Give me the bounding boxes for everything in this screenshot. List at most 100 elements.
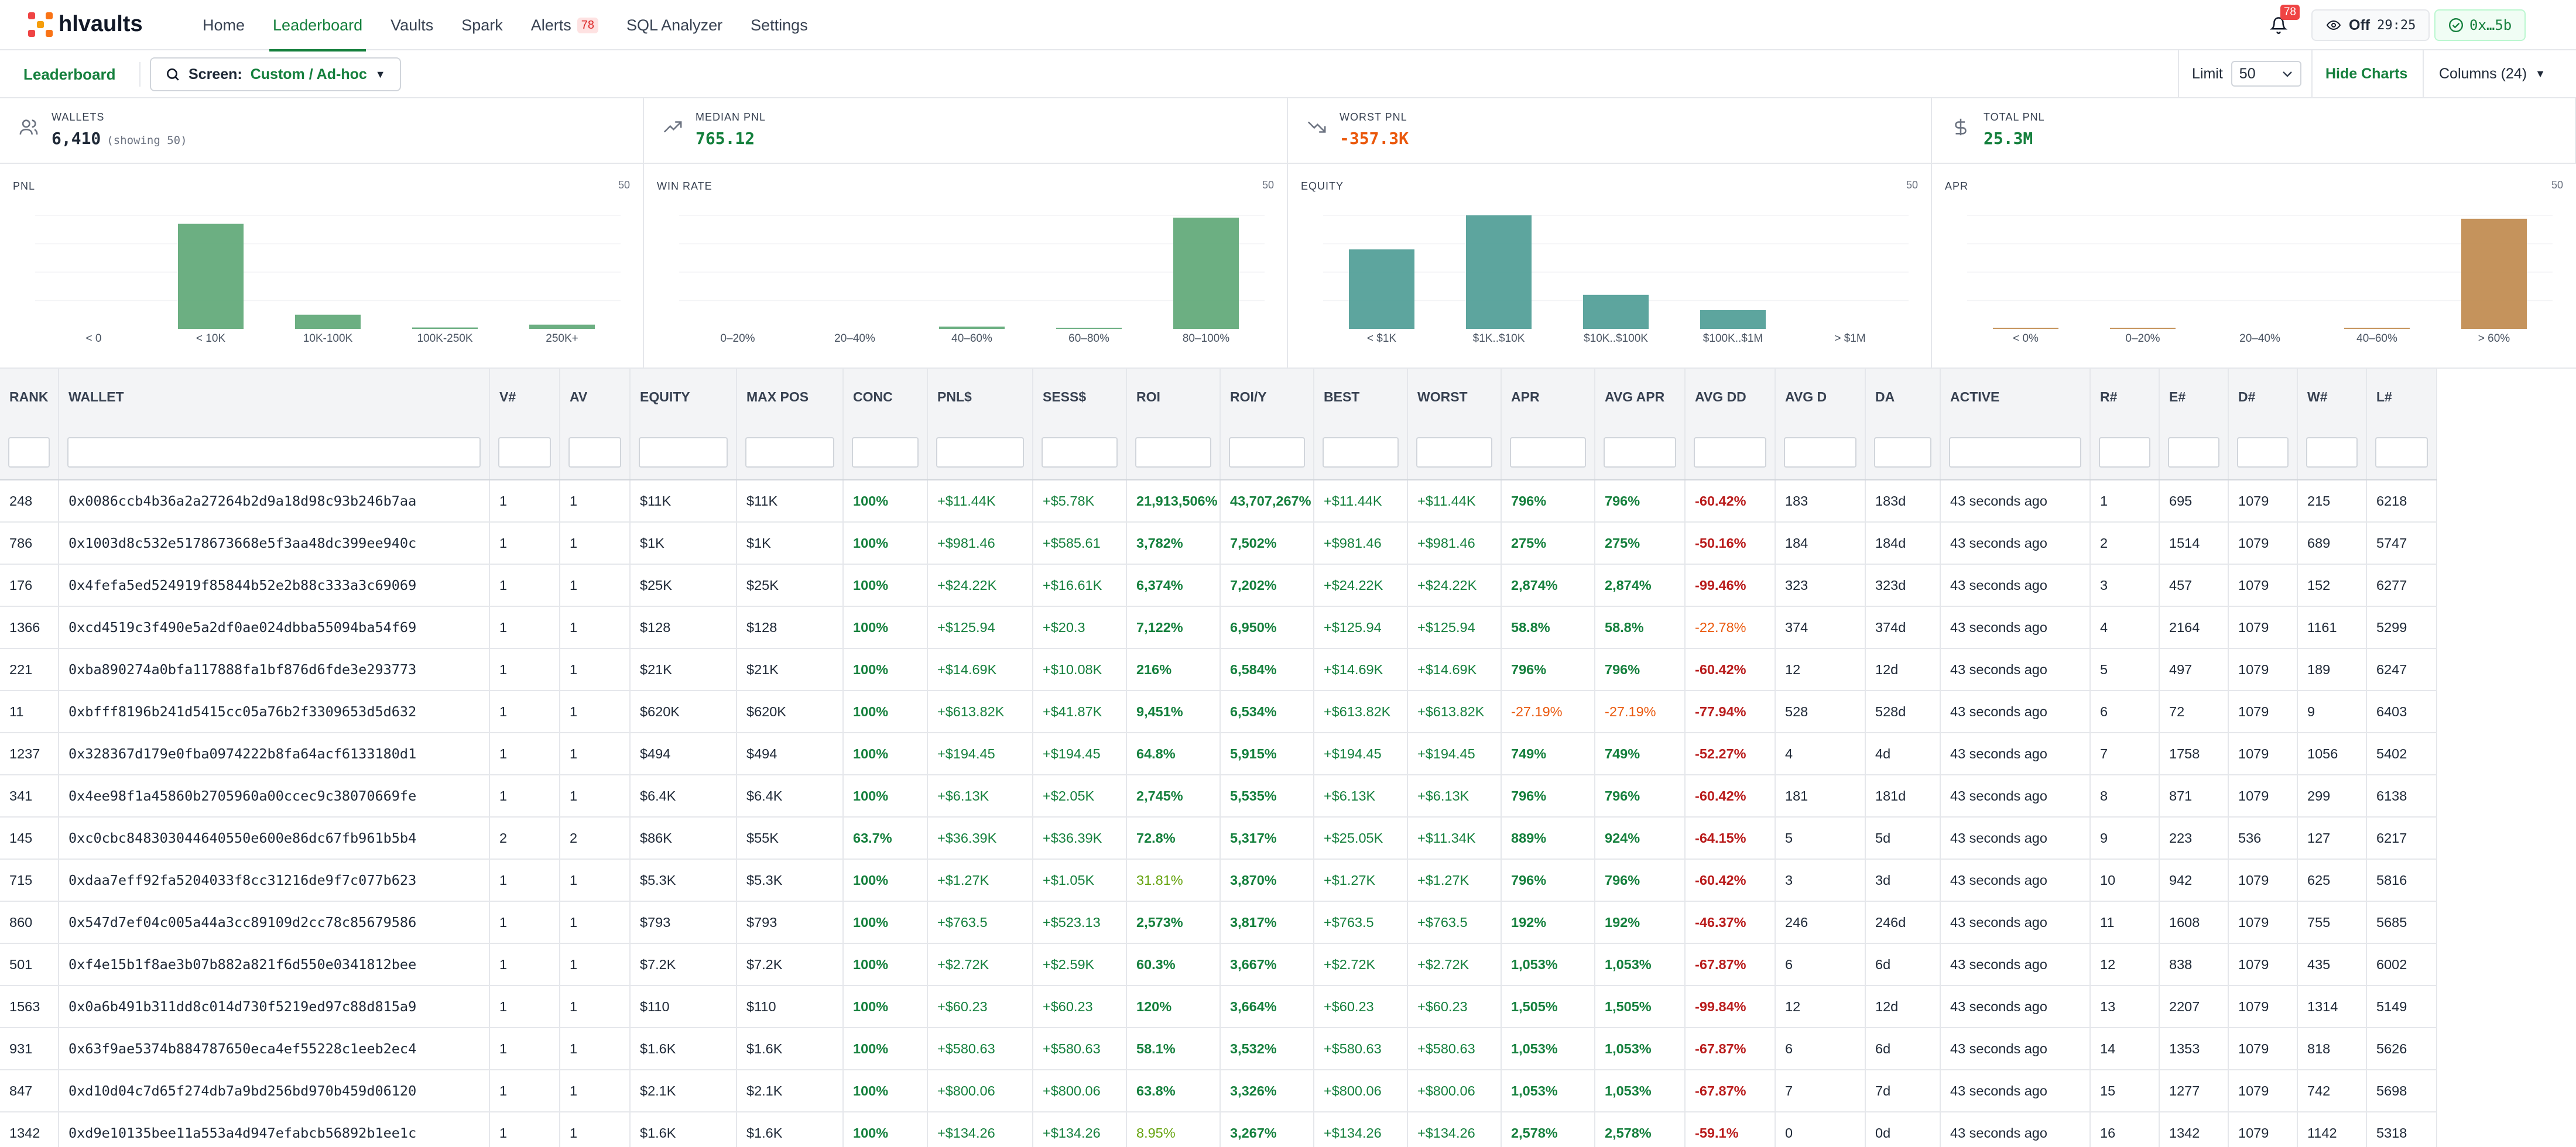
cell-wallet[interactable]: 0xdaa7eff92fa5204033f8cc31216de9f7c077b6… bbox=[59, 859, 490, 902]
column-header[interactable]: ROI bbox=[1126, 369, 1221, 425]
column-filter-input[interactable] bbox=[2237, 437, 2289, 468]
table-row[interactable]: 786 0x1003d8c532e5178673668e5f3aa48dc399e… bbox=[0, 522, 2437, 565]
column-filter-input[interactable] bbox=[1949, 437, 2081, 468]
column-filter-input[interactable] bbox=[1694, 437, 1766, 468]
chart-bar[interactable] bbox=[2461, 218, 2527, 329]
cell-wallet[interactable]: 0xf4e15b1f8ae3b07b882a821f6d550e0341812b… bbox=[59, 943, 490, 986]
column-filter-input[interactable] bbox=[568, 437, 621, 468]
cell-wallet[interactable]: 0xcd4519c3f490e5a2df0ae024dbba55094ba54f… bbox=[59, 606, 490, 649]
column-filter-input[interactable] bbox=[1510, 437, 1586, 468]
cell-wallet[interactable]: 0xd10d04c7d65f274db7a9bd256bd970b459d061… bbox=[59, 1070, 490, 1112]
column-header[interactable]: AV bbox=[560, 369, 631, 425]
column-filter-input[interactable] bbox=[852, 437, 919, 468]
cell-wallet[interactable]: 0x4ee98f1a45860b2705960a00ccec9c38070669… bbox=[59, 775, 490, 818]
column-header[interactable]: WALLET bbox=[59, 369, 490, 425]
column-header[interactable]: L# bbox=[2366, 369, 2437, 425]
table-row[interactable]: 860 0x547d7ef04c005a44a3cc89109d2cc78c856… bbox=[0, 901, 2437, 944]
column-header[interactable]: AVG D bbox=[1775, 369, 1866, 425]
nav-alerts[interactable]: Alerts 78 bbox=[517, 0, 612, 50]
cell-wallet[interactable]: 0x0a6b491b311dd8c014d730f5219ed97c88d815… bbox=[59, 985, 490, 1028]
cell-wallet[interactable]: 0xbfff8196b241d5415cc05a76b2f3309653d5d6… bbox=[59, 691, 490, 733]
cell-wallet[interactable]: 0xba890274a0bfa117888fa1bf876d6fde3e2937… bbox=[59, 648, 490, 691]
table-row[interactable]: 341 0x4ee98f1a45860b2705960a00ccec9c38070… bbox=[0, 775, 2437, 818]
nav-sql-analyzer[interactable]: SQL Analyzer bbox=[626, 16, 723, 34]
app-logo[interactable]: hlvaults bbox=[28, 12, 143, 37]
chart-bar[interactable] bbox=[939, 327, 1005, 329]
chart-bar[interactable] bbox=[1056, 328, 1122, 329]
cell-wallet[interactable]: 0x63f9ae5374b884787650eca4ef55228c1eeb2e… bbox=[59, 1028, 490, 1070]
column-header[interactable]: EQUITY bbox=[630, 369, 737, 425]
chart-bar[interactable] bbox=[2110, 328, 2176, 329]
column-filter-input[interactable] bbox=[2375, 437, 2428, 468]
column-filter-input[interactable] bbox=[1784, 437, 1856, 468]
cell-wallet[interactable]: 0xd9e10135bee11a553a4d947efabcb56892b1ee… bbox=[59, 1112, 490, 1147]
column-filter-input[interactable] bbox=[1604, 437, 1676, 468]
table-row[interactable]: 1342 0xd9e10135bee11a553a4d947efabcb56892… bbox=[0, 1112, 2437, 1147]
column-header[interactable]: ROI/Y bbox=[1220, 369, 1314, 425]
cell-wallet[interactable]: 0x4fefa5ed524919f85844b52e2b88c333a3c690… bbox=[59, 564, 490, 607]
table-row[interactable]: 11 0xbfff8196b241d5415cc05a76b2f3309653d5… bbox=[0, 691, 2437, 733]
table-row[interactable]: 221 0xba890274a0bfa117888fa1bf876d6fde3e2… bbox=[0, 648, 2437, 691]
cell-wallet[interactable]: 0x547d7ef04c005a44a3cc89109d2cc78c856795… bbox=[59, 901, 490, 944]
table-row[interactable]: 501 0xf4e15b1f8ae3b07b882a821f6d550e03418… bbox=[0, 943, 2437, 986]
chart-bar[interactable] bbox=[1466, 215, 1532, 329]
nav-home[interactable]: Home bbox=[203, 16, 245, 34]
table-row[interactable]: 1366 0xcd4519c3f490e5a2df0ae024dbba55094b… bbox=[0, 606, 2437, 649]
column-filter-input[interactable] bbox=[2306, 437, 2358, 468]
column-filter-input[interactable] bbox=[8, 437, 50, 468]
column-filter-input[interactable] bbox=[1323, 437, 1399, 468]
chart-bar[interactable] bbox=[1583, 294, 1649, 329]
column-filter-input[interactable] bbox=[1135, 437, 1211, 468]
chart-bar[interactable] bbox=[412, 327, 478, 329]
chart-bar[interactable] bbox=[1173, 217, 1239, 329]
column-filter-input[interactable] bbox=[745, 437, 834, 468]
column-header[interactable]: DA bbox=[1865, 369, 1941, 425]
table-row[interactable]: 176 0x4fefa5ed524919f85844b52e2b88c333a3c… bbox=[0, 564, 2437, 607]
limit-select[interactable]: 50 bbox=[2231, 61, 2301, 87]
chart-bar[interactable] bbox=[1700, 310, 1766, 329]
column-header[interactable]: AVG APR bbox=[1595, 369, 1686, 425]
column-header[interactable]: R# bbox=[2090, 369, 2160, 425]
nav-settings[interactable]: Settings bbox=[751, 16, 808, 34]
cell-wallet[interactable]: 0xc0cbc848303044640550e600e86dc67fb961b5… bbox=[59, 817, 490, 860]
column-header[interactable]: MAX POS bbox=[737, 369, 844, 425]
table-row[interactable]: 1237 0x328367d179e0fba0974222b8fa64acf613… bbox=[0, 733, 2437, 775]
table-row[interactable]: 248 0x0086ccb4b36a2a27264b2d9a18d98c93b24… bbox=[0, 480, 2437, 523]
column-filter-input[interactable] bbox=[498, 437, 551, 468]
chart-bar[interactable] bbox=[295, 314, 361, 329]
notifications-button[interactable]: 78 bbox=[2261, 5, 2300, 39]
column-filter-input[interactable] bbox=[2099, 437, 2150, 468]
cell-wallet[interactable]: 0x1003d8c532e5178673668e5f3aa48dc399ee94… bbox=[59, 522, 490, 565]
cell-wallet[interactable]: 0x0086ccb4b36a2a27264b2d9a18d98c93b246b7… bbox=[59, 480, 490, 523]
column-header[interactable]: RANK bbox=[0, 369, 59, 425]
chart-bar[interactable] bbox=[1349, 249, 1414, 329]
column-header[interactable]: AVG DD bbox=[1685, 369, 1776, 425]
column-filter-input[interactable] bbox=[67, 437, 481, 468]
nav-spark[interactable]: Spark bbox=[461, 16, 503, 34]
column-filter-input[interactable] bbox=[1874, 437, 1931, 468]
column-filter-input[interactable] bbox=[639, 437, 728, 468]
table-row[interactable]: 847 0xd10d04c7d65f274db7a9bd256bd970b459d… bbox=[0, 1070, 2437, 1112]
column-header[interactable]: W# bbox=[2297, 369, 2367, 425]
chart-bar[interactable] bbox=[529, 324, 595, 329]
column-header[interactable]: V# bbox=[489, 369, 560, 425]
chart-bar[interactable] bbox=[178, 224, 244, 329]
column-filter-input[interactable] bbox=[1416, 437, 1492, 468]
column-header[interactable]: PNL$ bbox=[927, 369, 1033, 425]
column-filter-input[interactable] bbox=[936, 437, 1024, 468]
column-header[interactable]: D# bbox=[2228, 369, 2298, 425]
column-header[interactable]: APR bbox=[1501, 369, 1595, 425]
columns-button[interactable]: Columns (24) ▼ bbox=[2423, 50, 2561, 97]
nav-leaderboard[interactable]: Leaderboard bbox=[259, 0, 376, 51]
wallet-button[interactable]: 0x…5b bbox=[2434, 9, 2526, 41]
table-row[interactable]: 931 0x63f9ae5374b884787650eca4ef55228c1ee… bbox=[0, 1028, 2437, 1070]
column-header[interactable]: E# bbox=[2159, 369, 2229, 425]
hide-charts-button[interactable]: Hide Charts bbox=[2311, 50, 2420, 97]
watch-toggle-button[interactable]: Off 29:25 bbox=[2311, 9, 2430, 41]
chart-bar[interactable] bbox=[1993, 328, 2058, 329]
column-header[interactable]: CONC bbox=[843, 369, 928, 425]
table-row[interactable]: 145 0xc0cbc848303044640550e600e86dc67fb96… bbox=[0, 817, 2437, 860]
screen-selector[interactable]: Screen: Custom / Ad-hoc ▼ bbox=[150, 57, 401, 91]
column-header[interactable]: WORST bbox=[1407, 369, 1502, 425]
column-header[interactable]: BEST bbox=[1314, 369, 1408, 425]
